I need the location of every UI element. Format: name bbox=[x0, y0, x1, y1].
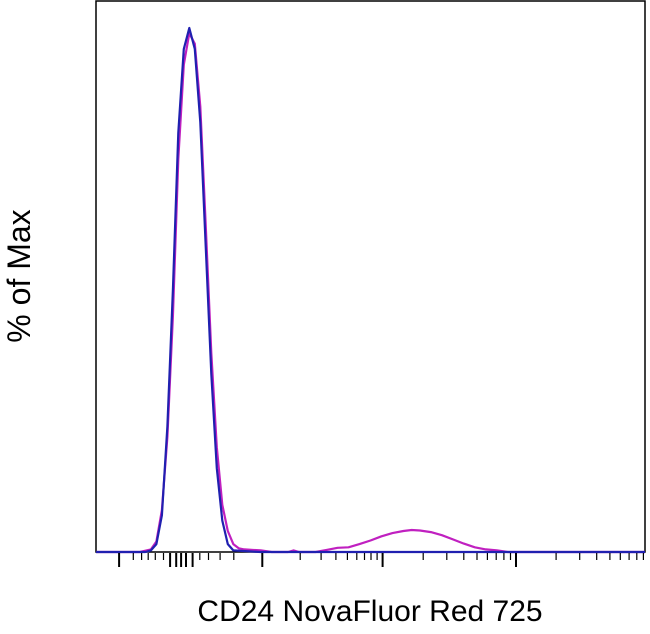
x-axis-label: CD24 NovaFluor Red 725 bbox=[197, 595, 542, 628]
plot-frame bbox=[95, 0, 646, 553]
series-layer bbox=[96, 26, 645, 554]
histogram-series-2 bbox=[96, 26, 645, 554]
histogram-series-1 bbox=[96, 32, 645, 554]
y-axis-label: % of Max bbox=[1, 209, 37, 342]
x-axis-ticks bbox=[118, 553, 645, 567]
